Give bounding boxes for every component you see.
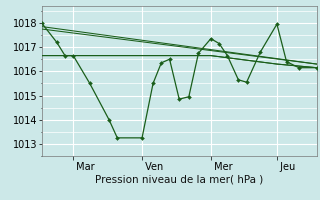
X-axis label: Pression niveau de la mer( hPa ): Pression niveau de la mer( hPa ): [95, 174, 263, 184]
